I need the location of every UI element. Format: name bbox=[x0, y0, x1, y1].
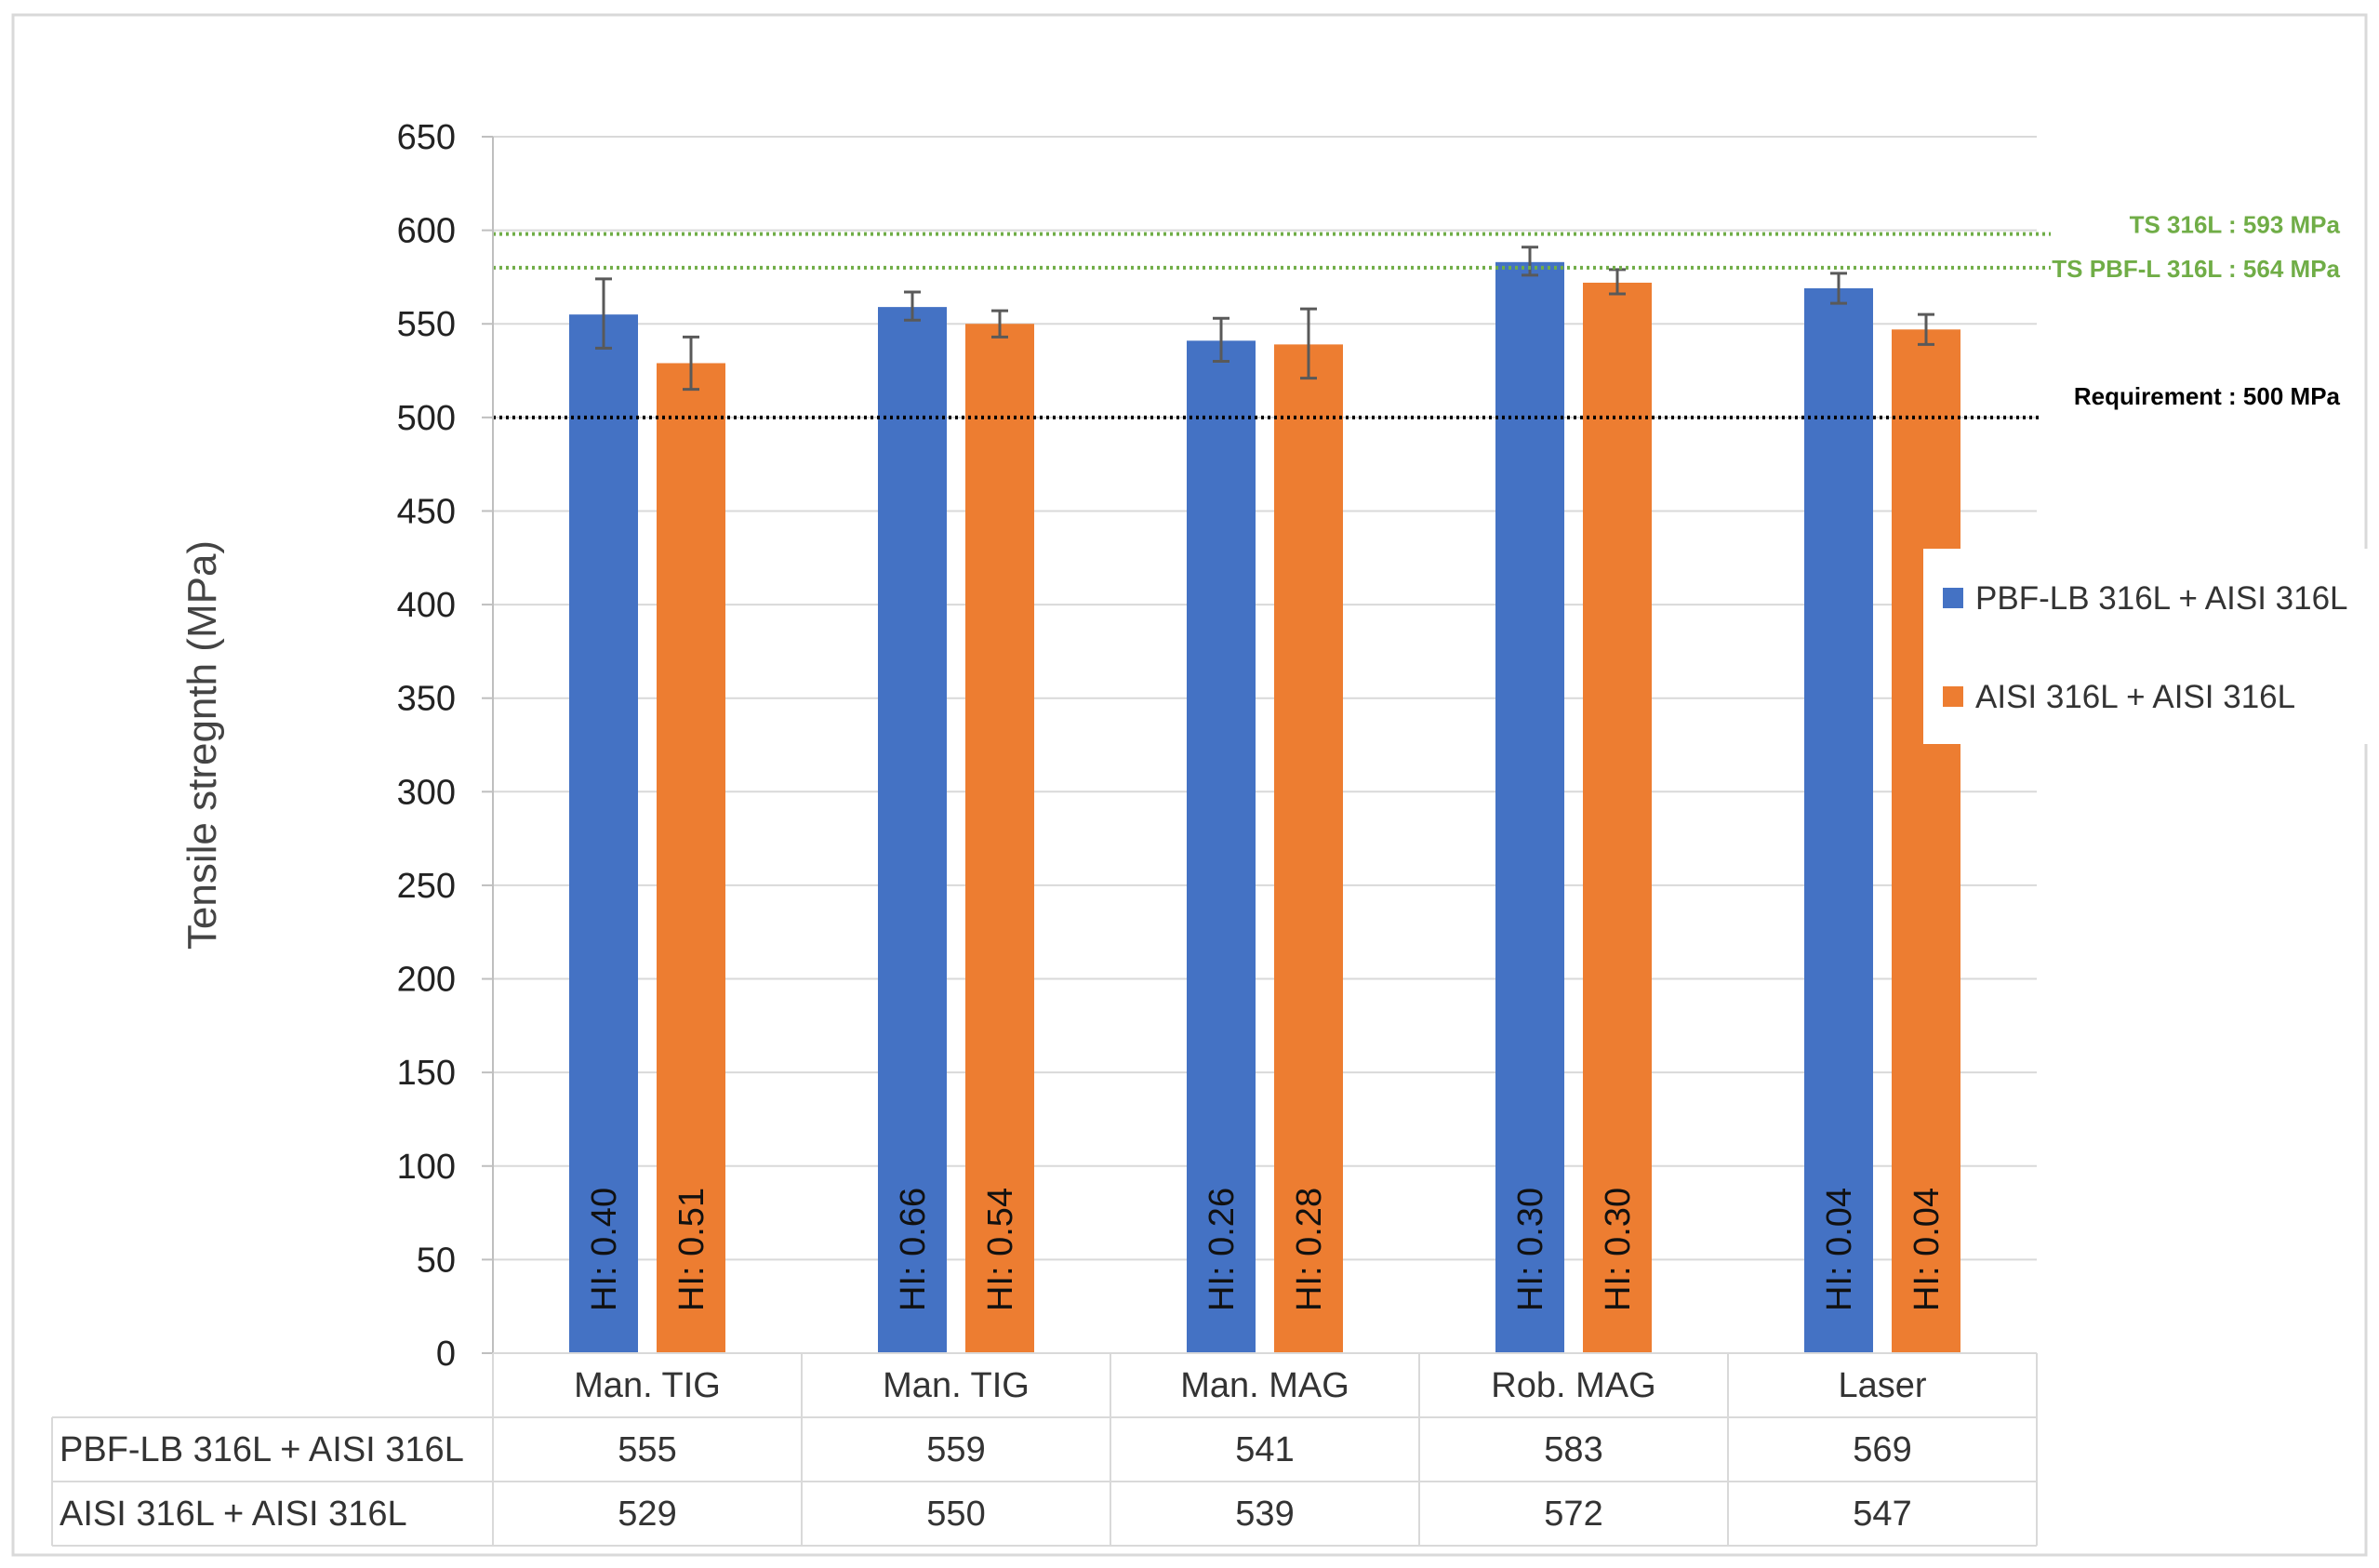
y-tick-label: 150 bbox=[397, 1054, 456, 1093]
table-cell: 547 bbox=[1853, 1495, 1911, 1534]
bar-label: HI: 0.04 bbox=[1907, 1188, 1947, 1311]
x-category-label: Laser bbox=[1838, 1366, 1926, 1405]
bar bbox=[1187, 340, 1256, 1353]
bar bbox=[1804, 287, 1873, 1353]
x-category-label: Man. TIG bbox=[883, 1366, 1030, 1405]
table-cell: 555 bbox=[618, 1430, 676, 1469]
table-row-label: AISI 316L + AISI 316L bbox=[60, 1495, 407, 1534]
y-tick-label: 300 bbox=[397, 773, 456, 812]
y-tick-label: 0 bbox=[436, 1335, 456, 1374]
bar bbox=[878, 307, 947, 1353]
y-tick-label: 50 bbox=[417, 1241, 456, 1280]
bar-label: HI: 0.30 bbox=[1511, 1188, 1550, 1311]
data-table: Man. TIG Man. TIG Man. MAG Rob. MAG Laser PBF… bbox=[51, 1352, 2038, 1547]
reference-line-label: TS PBF-L 316L : 564 MPa bbox=[2052, 255, 2340, 283]
legend-box bbox=[1923, 549, 2368, 744]
table-cell: 572 bbox=[1544, 1495, 1602, 1534]
y-tick-label: 350 bbox=[397, 680, 456, 719]
table-cell: 559 bbox=[926, 1430, 985, 1469]
bar-label: HI: 0.51 bbox=[672, 1188, 711, 1311]
reference-line-label: Requirement : 500 MPa bbox=[2074, 382, 2341, 410]
reference-lines: TS 316L : 593 MPa TS PBF-L 316L : 564 MPa… bbox=[493, 211, 2341, 419]
reference-line-label: TS 316L : 593 MPa bbox=[2130, 211, 2341, 239]
bar bbox=[1274, 344, 1343, 1353]
x-category-label: Rob. MAG bbox=[1491, 1366, 1655, 1405]
y-tick-label: 550 bbox=[397, 305, 456, 344]
bar-label: HI: 0.66 bbox=[894, 1188, 933, 1311]
legend-label: PBF-LB 316L + AISI 316L bbox=[1975, 580, 2348, 617]
y-tick-label: 600 bbox=[397, 212, 456, 251]
legend-swatch bbox=[1943, 588, 1963, 608]
y-tick-label: 650 bbox=[397, 118, 456, 157]
y-axis: 0 50 100 150 200 250 300 350 400 450 500 550 600 650 T… bbox=[179, 118, 494, 1374]
y-tick-label: 250 bbox=[397, 867, 456, 906]
table-cell: 529 bbox=[618, 1495, 676, 1534]
bar bbox=[1583, 282, 1652, 1354]
table-row-label: PBF-LB 316L + AISI 316L bbox=[60, 1430, 464, 1469]
x-category-label: Man. TIG bbox=[574, 1366, 721, 1405]
legend-label: AISI 316L + AISI 316L bbox=[1975, 679, 2295, 715]
bar bbox=[657, 363, 725, 1353]
bar bbox=[965, 324, 1034, 1354]
y-tick-label: 200 bbox=[397, 961, 456, 1000]
y-tick-label: 450 bbox=[397, 492, 456, 531]
table-cell: 539 bbox=[1235, 1495, 1294, 1534]
y-tick-label: 100 bbox=[397, 1148, 456, 1187]
bar-label: HI: 0.54 bbox=[981, 1188, 1020, 1311]
table-cell: 550 bbox=[926, 1495, 985, 1534]
bar-label: HI: 0.28 bbox=[1290, 1188, 1329, 1311]
bar bbox=[569, 314, 638, 1354]
bar-label: HI: 0.30 bbox=[1599, 1188, 1638, 1311]
y-axis-title: Tensile stregnth (MPa) bbox=[179, 540, 225, 950]
x-category-label: Man. MAG bbox=[1180, 1366, 1349, 1405]
bars: HI: 0.40 HI: 0.66 HI: 0.26 HI: 0.30 HI: 0.04… bbox=[569, 246, 1960, 1354]
legend-swatch bbox=[1943, 686, 1963, 707]
bar bbox=[1495, 261, 1564, 1354]
table-cell: 569 bbox=[1853, 1430, 1911, 1469]
table-cell: 583 bbox=[1544, 1430, 1602, 1469]
bar-label: HI: 0.04 bbox=[1820, 1188, 1859, 1311]
bar-label: HI: 0.26 bbox=[1203, 1188, 1242, 1311]
bar-label: HI: 0.40 bbox=[585, 1188, 624, 1311]
y-tick-label: 500 bbox=[397, 399, 456, 438]
bar bbox=[1892, 329, 1960, 1353]
y-tick-label: 400 bbox=[397, 586, 456, 625]
legend: PBF-LB 316L + AISI 316L AISI 316L + AISI … bbox=[1923, 549, 2368, 744]
table-cell: 541 bbox=[1235, 1430, 1294, 1469]
